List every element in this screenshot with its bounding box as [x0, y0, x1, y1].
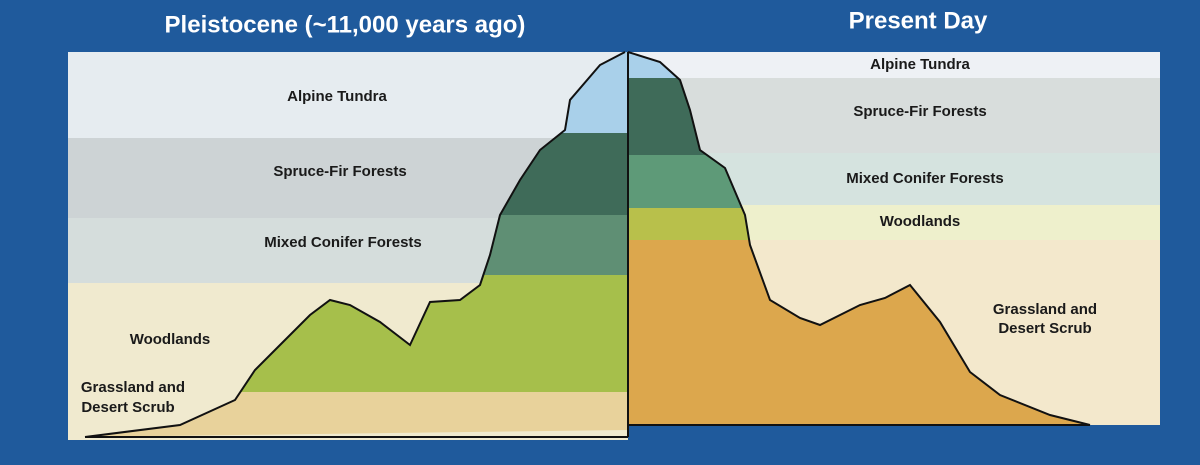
zone-label: Alpine Tundra [287, 88, 387, 105]
zone-label: Mixed Conifer Forests [264, 234, 422, 251]
zone-label: Woodlands [130, 331, 211, 348]
zone-label: Alpine Tundra [870, 56, 970, 73]
outline [627, 51, 1091, 426]
band [68, 52, 628, 138]
zone-label: Grassland and [81, 379, 185, 396]
outline [84, 51, 626, 438]
zone-label: Woodlands [880, 213, 961, 230]
zone-label: Mixed Conifer Forests [846, 170, 1004, 187]
band [628, 52, 1160, 78]
title: Pleistocene (~11,000 years ago) [165, 11, 526, 38]
zone-label: Desert Scrub [81, 399, 174, 416]
zone-label: Spruce-Fir Forests [853, 103, 986, 120]
title: Present Day [849, 7, 988, 34]
band [628, 78, 1160, 153]
zone-label: Grassland and [993, 301, 1097, 318]
zone-label: Spruce-Fir Forests [273, 163, 406, 180]
zone-label: Desert Scrub [998, 320, 1091, 337]
